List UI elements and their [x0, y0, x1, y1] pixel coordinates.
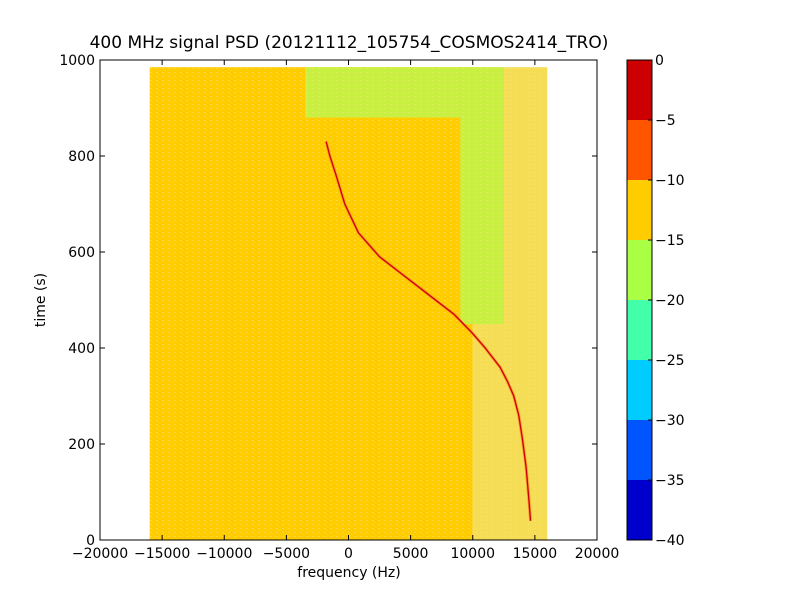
colorbar-tick-label: −10 [655, 173, 685, 189]
x-axis: −20000 −15000 −10000 −5000 0 5000 10000 15000 20… [72, 60, 619, 562]
x-tick-label: 10000 [450, 546, 495, 562]
x-tick-label: 5000 [393, 546, 429, 562]
y-tick-label: 1000 [59, 53, 95, 69]
colorbar-band-4 [627, 300, 652, 360]
colorbar-tick-label: −25 [655, 353, 685, 369]
heatmap-area [149, 67, 548, 540]
colorbar-tick-label: −30 [655, 413, 685, 429]
signal-trace [324, 141, 533, 521]
colorbar: 0 −5 −10 −15 −20 −25 −30 −35 −40 [626, 53, 685, 549]
colorbar-tick-label: −20 [655, 293, 685, 309]
colorbar-tick-label: 0 [655, 53, 664, 69]
colorbar-tick-label: −5 [655, 113, 676, 129]
colorbar-tick-label: −15 [655, 233, 685, 249]
x-tick-label: 20000 [575, 546, 620, 562]
x-tick-label: −20000 [72, 546, 128, 562]
y-tick-label: 0 [86, 533, 95, 549]
signal-trace-line-0 [325, 141, 532, 521]
x-tick-label: −15000 [134, 546, 190, 562]
heatmap-texture [149, 67, 548, 540]
colorbar-band-6 [627, 420, 652, 480]
colorbar-tick-label: −40 [655, 533, 685, 549]
x-tick-label: 0 [344, 546, 353, 562]
chart-title: 400 MHz signal PSD (20121112_105754_COSM… [90, 33, 609, 53]
x-tick-label: −10000 [196, 546, 252, 562]
colorbar-band-1 [627, 120, 652, 180]
colorbar-band-3 [627, 240, 652, 300]
colorbar-band-0 [627, 60, 652, 120]
y-axis-label: time (s) [33, 273, 49, 327]
x-axis-label: frequency (Hz) [297, 565, 400, 581]
colorbar-tick-label: −35 [655, 473, 685, 489]
y-tick-label: 400 [68, 341, 95, 357]
colorbar-band-5 [627, 360, 652, 420]
x-tick-label: −5000 [263, 546, 310, 562]
y-tick-label: 200 [68, 437, 95, 453]
colorbar-band-7 [627, 480, 652, 540]
y-tick-label: 800 [68, 149, 95, 165]
x-tick-label: 15000 [513, 546, 558, 562]
y-tick-label: 600 [68, 245, 95, 261]
colorbar-band-2 [627, 180, 652, 240]
y-axis: 0 200 400 600 800 1000 [59, 53, 597, 549]
